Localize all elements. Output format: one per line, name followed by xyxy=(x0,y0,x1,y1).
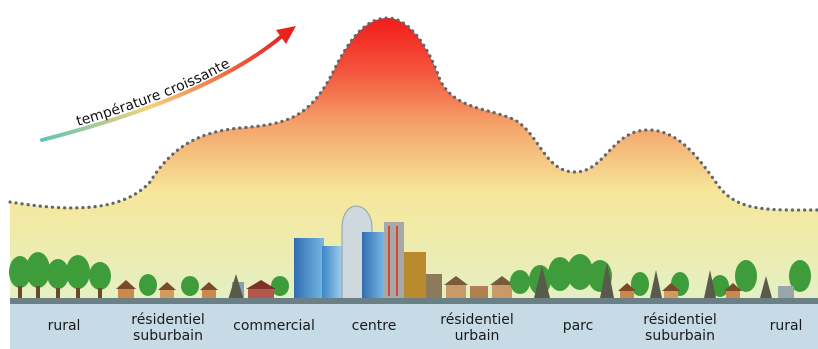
conifers xyxy=(228,262,772,300)
zone-label-rural-right: rural xyxy=(770,318,803,334)
arrow-head-icon xyxy=(276,26,296,44)
tree-belt-left xyxy=(9,252,289,296)
zone-label-line: commercial xyxy=(233,318,315,334)
zone-label-commercial: commercial xyxy=(233,318,315,334)
zone-label-line: résidentiel xyxy=(440,312,514,328)
arrow-label: température croissante xyxy=(75,56,233,130)
zone-label-line: parc xyxy=(563,318,594,334)
temperature-profile-line xyxy=(8,16,818,212)
zone-label-band xyxy=(10,304,818,349)
zone-label-line: rural xyxy=(48,318,81,334)
houses-right xyxy=(618,283,794,300)
zone-label-line: résidentiel xyxy=(643,312,717,328)
zone-label-suburban-right: résidentiel suburbain xyxy=(643,312,717,344)
houses-urban xyxy=(444,276,514,300)
tree-trunks-left xyxy=(18,286,102,298)
heat-dome xyxy=(10,18,818,300)
zone-label-line: suburbain xyxy=(133,328,203,344)
zone-label-suburban-left: résidentiel suburbain xyxy=(131,312,205,344)
skyline xyxy=(9,205,818,304)
downtown-towers xyxy=(294,205,442,301)
zone-label-line: résidentiel xyxy=(131,312,205,328)
zone-label-line: centre xyxy=(352,318,397,334)
svg-text:température croissante: température croissante xyxy=(75,56,233,130)
zone-label-line: urbain xyxy=(455,328,500,344)
temperature-arrow xyxy=(40,34,284,142)
zone-label-line: suburbain xyxy=(645,328,715,344)
zone-label-rural-left: rural xyxy=(48,318,81,334)
zone-label-centre: centre xyxy=(352,318,397,334)
zone-label-parc: parc xyxy=(563,318,594,334)
ground-strip xyxy=(10,298,818,304)
zone-label-urban: résidentiel urbain xyxy=(440,312,514,344)
zone-label-line: rural xyxy=(770,318,803,334)
